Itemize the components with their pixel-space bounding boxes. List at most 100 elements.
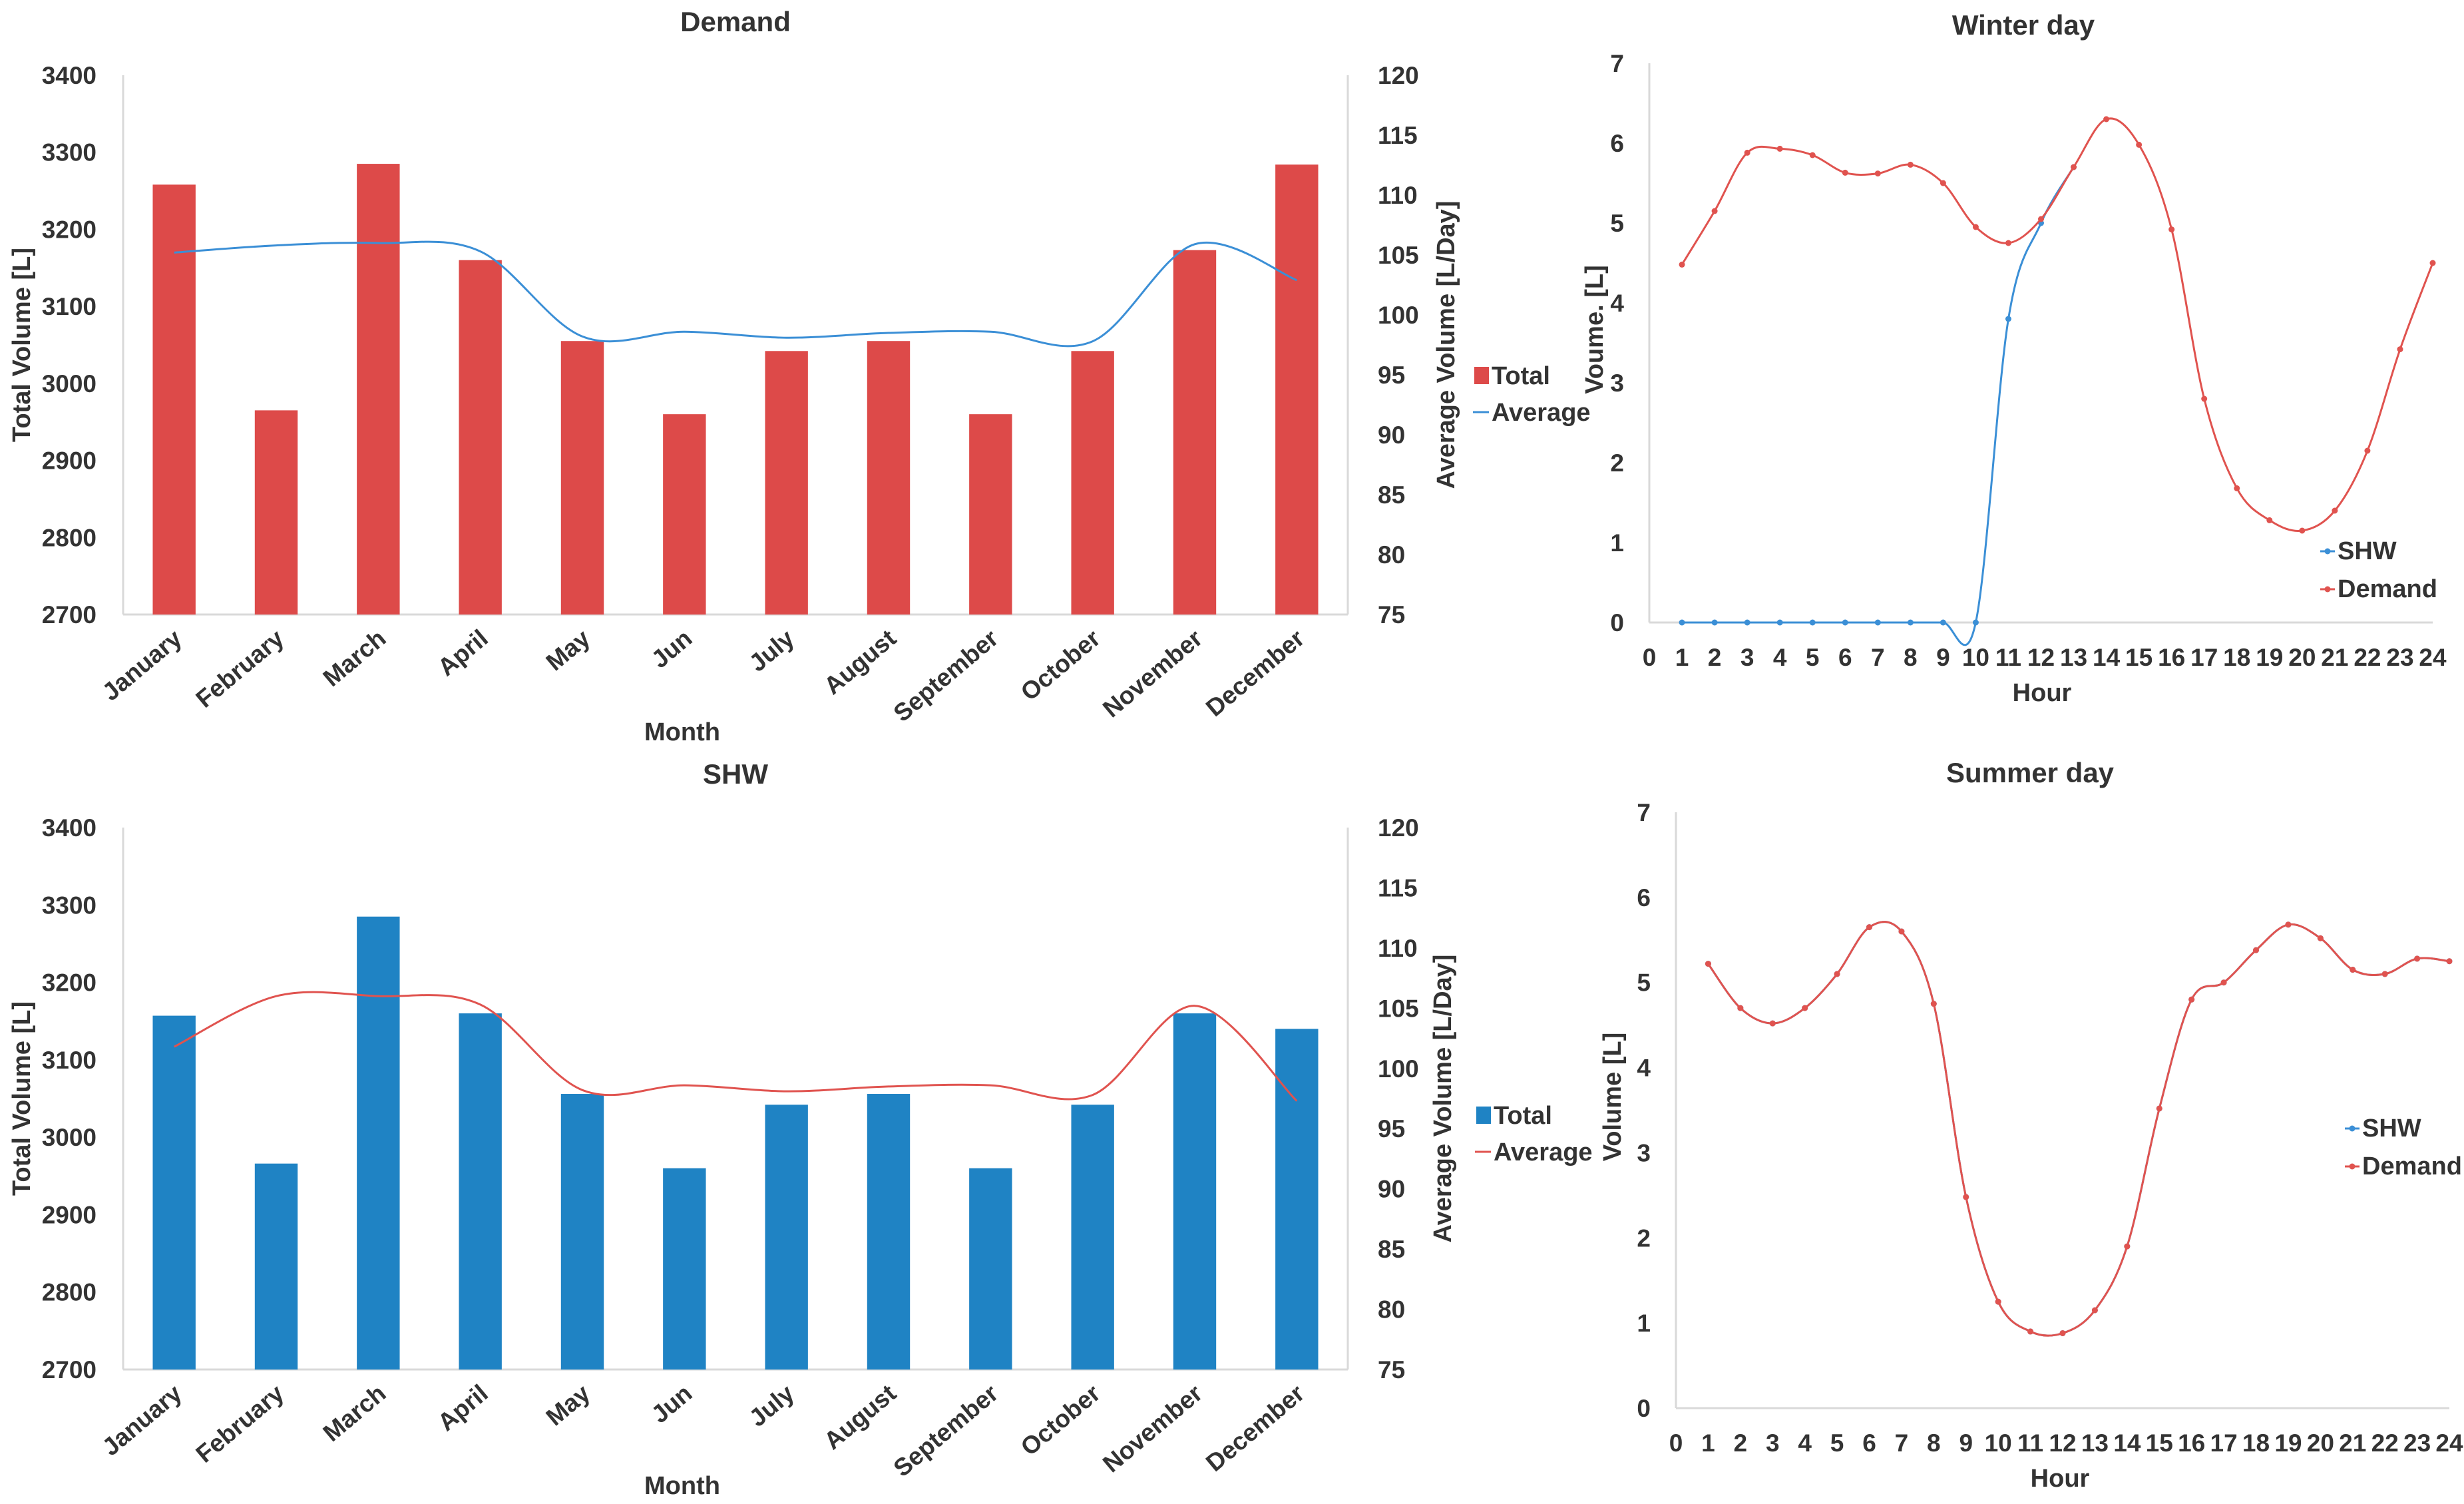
y2-tick-label: 105 — [1378, 242, 1419, 269]
x-tick-label: April — [433, 1379, 493, 1437]
y-tick-label: 7 — [1637, 799, 1651, 826]
bar-total-may — [560, 1094, 604, 1370]
x-tick-label: 15 — [2146, 1429, 2173, 1457]
bar-total-august — [867, 1094, 911, 1370]
marker-demand — [1930, 1001, 1937, 1007]
marker-demand — [2038, 216, 2044, 222]
x-tick-label: September — [889, 1379, 1004, 1482]
x-tick-label: January — [97, 1379, 187, 1461]
x-tick-label: March — [318, 1379, 391, 1447]
x-tick-label: January — [97, 624, 187, 706]
y-tick-label: 2 — [1637, 1224, 1651, 1252]
x-tick-label: April — [433, 625, 493, 682]
x-tick-label: 9 — [1959, 1429, 1973, 1457]
x-tick-label: 22 — [2371, 1429, 2399, 1457]
y-tick-label: 4 — [1610, 290, 1624, 317]
shw-chart: SHW 2700 2800 2900 3000 3100 3200 3300 3400 75 80 8… — [8, 758, 1593, 1500]
marker-demand — [2136, 141, 2143, 148]
marker-demand — [1834, 971, 1840, 977]
bar-total-august — [867, 341, 911, 615]
marker-demand — [2381, 971, 2388, 977]
y-axis-title: Total Volume [L] — [8, 1001, 36, 1196]
x-tick-label: 1 — [1701, 1429, 1715, 1457]
x-tick-label: 5 — [1830, 1429, 1844, 1457]
marker-demand — [2253, 947, 2259, 953]
x-tick-label: September — [889, 625, 1004, 727]
x-tick-label: 10 — [1962, 644, 1989, 671]
x-tick-label: 12 — [2049, 1429, 2076, 1457]
x-tick-label: 16 — [2178, 1429, 2205, 1457]
marker-demand — [1769, 1020, 1776, 1027]
bar-total-january — [152, 184, 196, 615]
y-tick-label: 2 — [1610, 449, 1624, 477]
marker-shw — [1907, 619, 1914, 626]
bar-total-november — [1173, 250, 1217, 615]
demand-chart: Demand 2700 2800 2900 3000 3100 3200 3300 3400 75… — [8, 6, 1591, 746]
x-tick-label: August — [819, 625, 901, 700]
y2-tick-label: 85 — [1378, 481, 1405, 509]
legend-label-total: Total — [1492, 362, 1550, 390]
marker-shw — [1744, 619, 1750, 626]
x-tick-label: 21 — [2339, 1429, 2366, 1457]
bar-total-february — [254, 410, 298, 615]
marker-demand — [2168, 226, 2175, 233]
marker-demand — [2429, 260, 2436, 266]
x-tick-label: November — [1098, 625, 1207, 723]
marker-demand — [1679, 261, 1685, 268]
marker-shw — [1679, 619, 1685, 626]
marker-demand — [2397, 346, 2403, 353]
marker-shw — [1940, 619, 1946, 626]
marker-demand — [2350, 967, 2356, 973]
legend-swatch-total — [1476, 1107, 1491, 1124]
y2-tick-label: 100 — [1378, 302, 1419, 329]
x-tick-label: February — [190, 624, 289, 712]
x-tick-label: 15 — [2125, 644, 2153, 671]
y2-tick-label: 80 — [1378, 1296, 1405, 1324]
marker-demand — [1842, 169, 1848, 176]
x-tick-label: February — [190, 1379, 289, 1467]
marker-demand — [1907, 161, 1914, 168]
marker-demand — [2332, 507, 2338, 514]
legend-swatch-total — [1474, 367, 1489, 384]
marker-demand — [1874, 170, 1881, 177]
x-tick-label: 16 — [2158, 644, 2185, 671]
y2-tick-label: 90 — [1378, 1176, 1405, 1203]
x-tick-label: July — [744, 624, 799, 676]
y2-tick-label: 110 — [1378, 935, 1418, 962]
y2-tick-label: 85 — [1378, 1236, 1405, 1263]
x-tick-label: 7 — [1871, 644, 1885, 671]
marker-demand — [2285, 921, 2292, 928]
bar-total-april — [459, 1013, 502, 1370]
bar-total-october — [1071, 351, 1114, 615]
x-tick-label: Jun — [646, 625, 698, 674]
marker-demand — [1963, 1194, 1969, 1200]
bar-total-jun — [663, 414, 706, 615]
bar-total-february — [254, 1163, 298, 1370]
bar-total-april — [459, 260, 502, 615]
legend-label-demand: Demand — [2338, 575, 2437, 603]
x-tick-label: 0 — [1669, 1429, 1683, 1457]
y-tick-label: 3200 — [42, 969, 97, 997]
x-tick-label: 23 — [2386, 644, 2413, 671]
y-axis-title: Volume [L] — [1599, 1033, 1627, 1162]
y-tick-label: 3300 — [42, 139, 97, 166]
y2-tick-label: 120 — [1378, 62, 1419, 89]
line-shw — [1707, 921, 2450, 1337]
x-tick-label: 7 — [1895, 1429, 1909, 1457]
marker-demand — [2188, 996, 2195, 1003]
bar-total-november — [1173, 1013, 1217, 1370]
x-tick-label: October — [1016, 625, 1106, 706]
y-tick-label: 3000 — [42, 1124, 97, 1151]
y-tick-label: 7 — [1610, 50, 1624, 77]
marker-shw — [1809, 619, 1816, 626]
y-tick-label: 2800 — [42, 524, 97, 551]
legend-label-demand: Demand — [2362, 1152, 2462, 1180]
x-tick-label: 21 — [2321, 644, 2348, 671]
line-demand — [1707, 921, 2450, 1337]
chart-title: Winter day — [1952, 9, 2095, 41]
y-tick-label: 4 — [1637, 1055, 1651, 1082]
y-tick-label: 3200 — [42, 216, 97, 243]
marker-demand — [2317, 935, 2324, 941]
